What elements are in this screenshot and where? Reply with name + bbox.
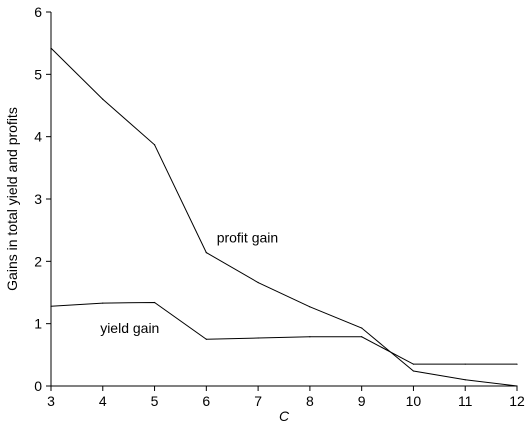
y-tick-label: 2 bbox=[34, 253, 42, 269]
x-tick-label: 3 bbox=[47, 393, 55, 409]
x-tick-label: 7 bbox=[254, 393, 262, 409]
data-point bbox=[257, 337, 259, 339]
x-axis-label: C bbox=[279, 408, 290, 424]
data-point bbox=[412, 363, 415, 365]
annotations: profit gain yield gain bbox=[100, 230, 278, 336]
data-point bbox=[361, 327, 363, 329]
data-point bbox=[102, 302, 104, 304]
x-tick-label: 8 bbox=[306, 393, 314, 409]
x-tick-label: 5 bbox=[151, 393, 159, 409]
data-point bbox=[102, 98, 104, 100]
data-point bbox=[50, 305, 52, 307]
data-point bbox=[309, 336, 311, 338]
x-tick-label: 10 bbox=[406, 393, 422, 409]
annotation-label: profit gain bbox=[217, 230, 278, 246]
data-point bbox=[205, 252, 207, 254]
y-tick-label: 6 bbox=[34, 4, 42, 20]
y-tick-label: 4 bbox=[34, 129, 42, 145]
data-point bbox=[464, 379, 466, 381]
y-axis-label: Gains in total yield and profits bbox=[4, 107, 20, 291]
y-tick-label: 5 bbox=[34, 66, 42, 82]
x-tick-label: 12 bbox=[509, 393, 525, 409]
y-tick-label: 0 bbox=[34, 378, 42, 394]
x-tick-label: 4 bbox=[99, 393, 107, 409]
data-point bbox=[257, 281, 259, 284]
data-point bbox=[153, 144, 156, 146]
data-point bbox=[516, 385, 518, 387]
series-line-0 bbox=[50, 47, 518, 387]
data-point bbox=[309, 306, 311, 308]
series-lines bbox=[50, 47, 518, 387]
data-point bbox=[361, 336, 363, 338]
y-tick-label: 3 bbox=[34, 191, 42, 207]
data-point bbox=[516, 363, 518, 365]
x-tick-label: 9 bbox=[358, 393, 366, 409]
x-tick-label: 6 bbox=[202, 393, 210, 409]
data-point bbox=[50, 47, 52, 49]
data-point bbox=[412, 370, 415, 372]
y-tick-label: 1 bbox=[34, 316, 42, 332]
annotation-label: yield gain bbox=[100, 320, 159, 336]
x-tick-label: 11 bbox=[458, 393, 473, 409]
series-line-1 bbox=[50, 301, 517, 365]
data-point bbox=[464, 363, 466, 365]
data-point bbox=[153, 301, 156, 304]
data-point bbox=[205, 338, 207, 340]
